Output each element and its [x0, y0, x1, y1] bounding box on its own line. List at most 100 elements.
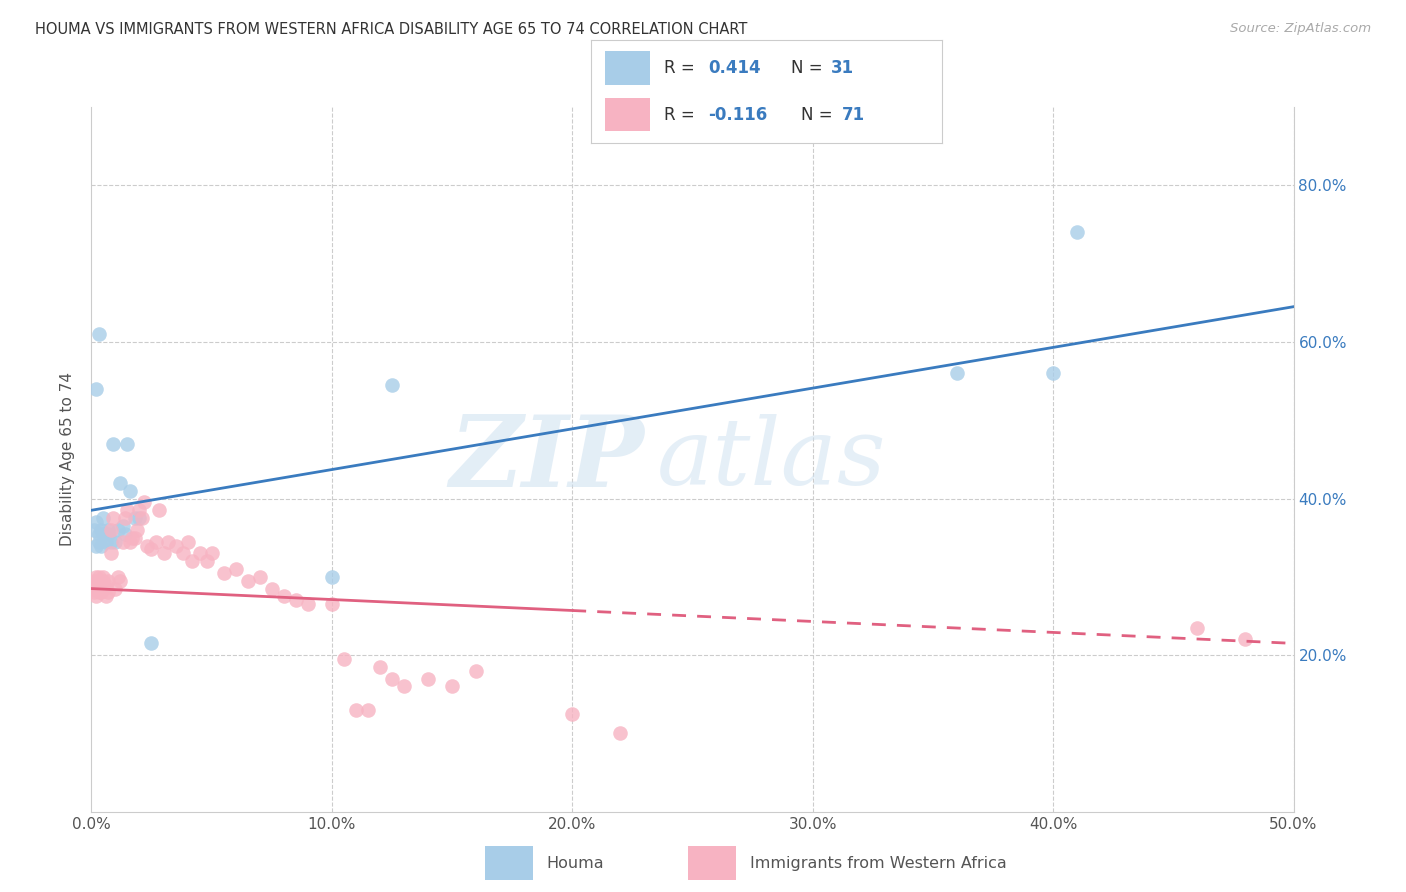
Point [84, 577, 107, 591]
Text: atlas: atlas [657, 415, 886, 504]
Point [440, 680, 463, 694]
Point [111, 519, 134, 533]
Point [90, 523, 112, 537]
Point [93, 511, 115, 525]
Point [1234, 632, 1257, 647]
Point [416, 672, 439, 686]
Point [125, 523, 148, 537]
Point [273, 590, 295, 604]
Point [141, 542, 163, 557]
Point [368, 660, 391, 674]
Point [87, 526, 110, 541]
Text: N =: N = [790, 60, 828, 78]
Point [157, 534, 180, 549]
Point [117, 436, 139, 450]
Point [100, 546, 122, 560]
Point [87, 534, 110, 549]
Point [381, 672, 404, 686]
Point [121, 531, 143, 545]
Point [84, 590, 107, 604]
Point [128, 511, 150, 525]
Point [94, 590, 117, 604]
Point [134, 495, 156, 509]
Point [93, 570, 115, 584]
Point [297, 597, 319, 611]
Point [1042, 366, 1064, 380]
Point [236, 574, 259, 588]
FancyBboxPatch shape [485, 846, 533, 880]
Y-axis label: Disability Age 65 to 74: Disability Age 65 to 74 [60, 372, 76, 547]
FancyBboxPatch shape [605, 97, 650, 131]
Point [114, 526, 136, 541]
Point [344, 703, 367, 717]
Text: R =: R = [664, 60, 700, 78]
Point [141, 636, 163, 650]
Text: -0.116: -0.116 [709, 105, 768, 123]
Point [118, 534, 141, 549]
Point [321, 570, 343, 584]
Point [284, 593, 307, 607]
Text: 0.414: 0.414 [709, 60, 761, 78]
Point [83, 523, 105, 537]
Text: 71: 71 [842, 105, 865, 123]
Point [321, 597, 343, 611]
Point [90, 539, 112, 553]
Point [100, 534, 122, 549]
FancyBboxPatch shape [605, 52, 650, 86]
Point [124, 511, 146, 525]
Point [946, 366, 969, 380]
Point [87, 585, 110, 599]
Point [107, 570, 129, 584]
Point [97, 574, 120, 588]
FancyBboxPatch shape [689, 846, 737, 880]
Point [172, 546, 194, 560]
Point [392, 680, 415, 694]
Point [93, 574, 115, 588]
Point [83, 574, 105, 588]
Point [83, 577, 105, 591]
Point [84, 539, 107, 553]
Point [101, 436, 124, 450]
Text: Source: ZipAtlas.com: Source: ZipAtlas.com [1230, 22, 1371, 36]
Point [94, 534, 117, 549]
Point [465, 664, 488, 678]
Point [84, 582, 107, 596]
Point [94, 577, 117, 591]
Point [90, 577, 112, 591]
Text: N =: N = [801, 105, 838, 123]
Text: HOUMA VS IMMIGRANTS FROM WESTERN AFRICA DISABILITY AGE 65 TO 74 CORRELATION CHAR: HOUMA VS IMMIGRANTS FROM WESTERN AFRICA … [35, 22, 748, 37]
Point [87, 574, 110, 588]
Point [145, 534, 167, 549]
Point [165, 539, 187, 553]
Point [148, 503, 170, 517]
Text: 31: 31 [831, 60, 855, 78]
Point [195, 554, 218, 568]
Point [118, 483, 141, 498]
Point [135, 539, 157, 553]
Point [110, 475, 132, 490]
Point [100, 523, 122, 537]
Point [188, 546, 211, 560]
Point [84, 515, 107, 529]
Point [124, 531, 146, 545]
Point [87, 570, 110, 584]
Point [107, 523, 129, 537]
Point [357, 703, 380, 717]
Point [84, 570, 107, 584]
Point [131, 511, 153, 525]
Point [87, 327, 110, 342]
Point [97, 526, 120, 541]
Text: R =: R = [664, 105, 700, 123]
Point [97, 523, 120, 537]
Point [111, 534, 134, 549]
Point [104, 582, 127, 596]
Point [212, 566, 235, 580]
Point [609, 726, 631, 740]
Text: Immigrants from Western Africa: Immigrants from Western Africa [749, 855, 1007, 871]
Point [104, 534, 127, 549]
Point [176, 534, 198, 549]
Text: Houma: Houma [547, 855, 605, 871]
Point [90, 585, 112, 599]
Point [561, 706, 583, 721]
Point [83, 585, 105, 599]
